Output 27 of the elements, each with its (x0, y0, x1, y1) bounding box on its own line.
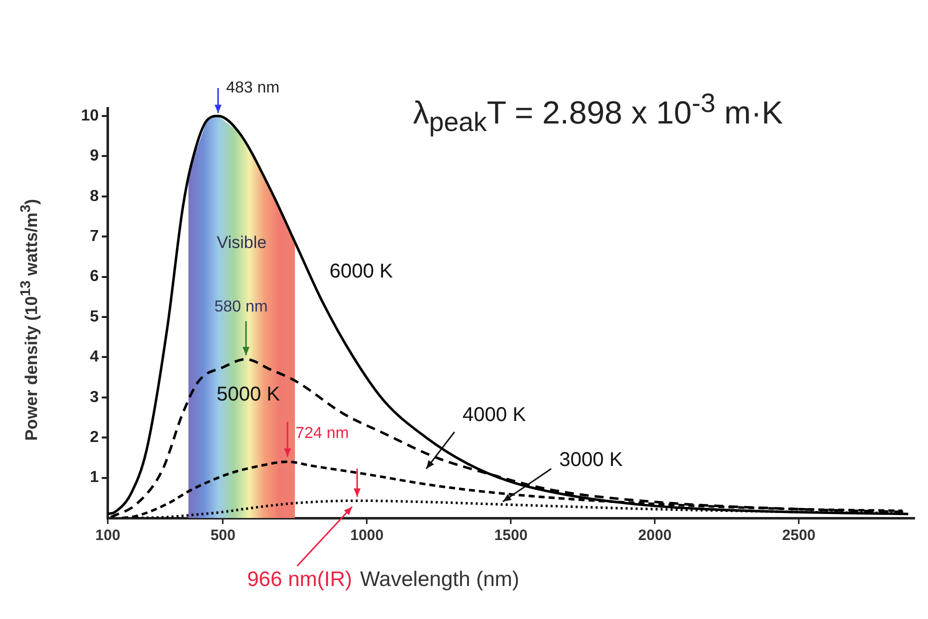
y-tick-label: 10 (81, 107, 99, 124)
x-tick-label: 2000 (638, 527, 672, 544)
y-tick-label: 3 (90, 388, 99, 406)
y-tick-label: 9 (90, 148, 99, 165)
y-tick-label: 4 (90, 348, 99, 366)
series-label: 3000 K (559, 449, 624, 472)
y-tick-label: 6 (90, 268, 99, 286)
annotation: 966 nm(IR) (247, 568, 352, 591)
x-axis-title: Wavelength (nm) (360, 568, 520, 591)
y-tick-label: 5 (90, 308, 99, 326)
x-tick-label: 1000 (350, 527, 384, 544)
x-tick-label: 1500 (494, 527, 528, 544)
annotation: λ$_{peak}$T = 2.898 x 10$^{-3}$ m·K (413, 88, 783, 138)
x-tick-label: 2500 (782, 527, 816, 544)
band-label: Visible (216, 232, 267, 252)
annotation: 724 nm (295, 425, 349, 442)
y-tick-label: 2 (90, 429, 99, 446)
x-tick-label: 500 (210, 527, 236, 544)
series-label: 6000 K (330, 260, 394, 283)
series-label: 5000 K (216, 384, 281, 406)
x-tick-label: 100 (95, 527, 120, 544)
y-tick-label: 7 (90, 228, 99, 246)
annotation: 483 nm (226, 79, 280, 96)
y-tick-label: 8 (90, 188, 99, 205)
y-tick-label: 1 (90, 469, 99, 486)
annotation: 580 nm (214, 298, 268, 316)
text: 4000 K (462, 404, 527, 426)
